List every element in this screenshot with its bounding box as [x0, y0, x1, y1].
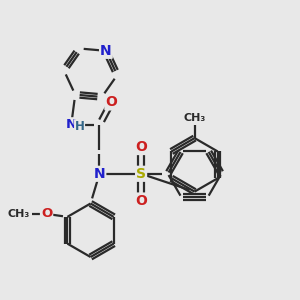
Text: CH₃: CH₃	[184, 113, 206, 123]
Text: N: N	[100, 44, 112, 58]
Text: O: O	[135, 194, 147, 208]
Text: O: O	[105, 95, 117, 110]
Text: H: H	[75, 120, 85, 133]
Text: O: O	[41, 207, 52, 220]
Text: N: N	[66, 118, 77, 131]
Text: N: N	[94, 167, 105, 181]
Text: S: S	[136, 167, 146, 181]
Text: CH₃: CH₃	[8, 209, 30, 219]
Text: O: O	[135, 140, 147, 154]
